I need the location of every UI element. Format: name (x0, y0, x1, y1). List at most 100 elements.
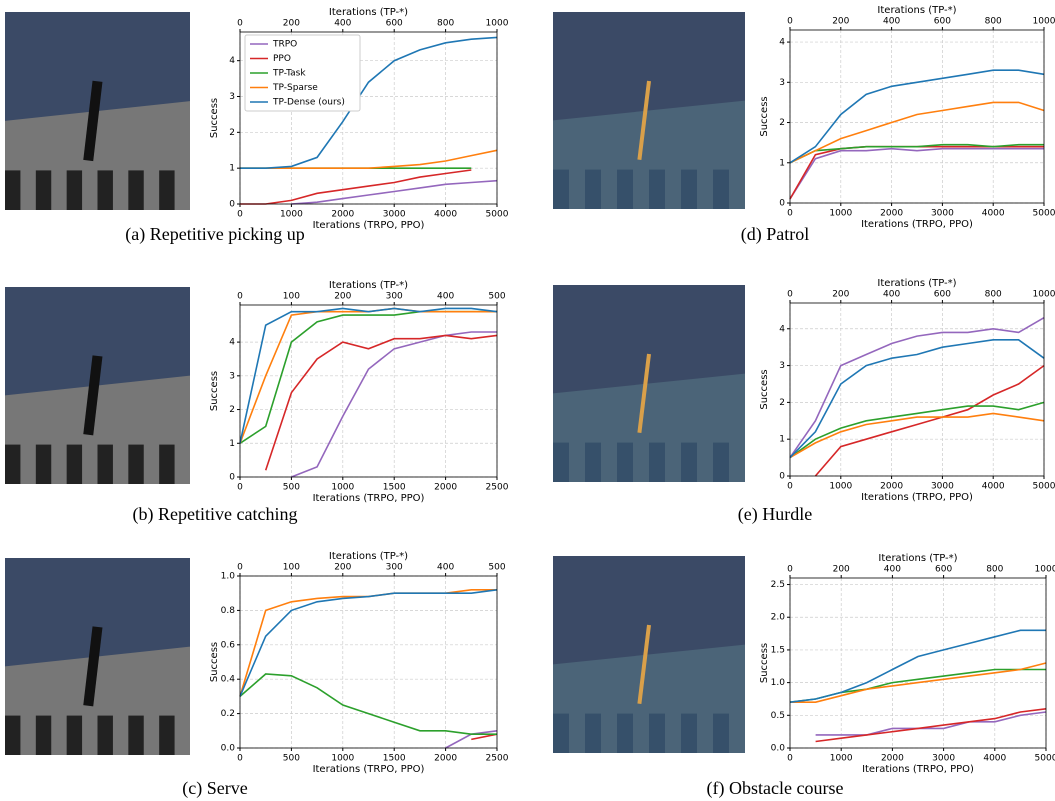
x-axis-label: Iterations (TRPO, PPO) (861, 492, 973, 503)
y-tick-label: 1 (229, 164, 235, 174)
x-tick-label: 0 (787, 482, 793, 492)
y-tick-label: 0 (779, 472, 785, 482)
y-tick-label: 2 (779, 398, 785, 408)
x2-tick-label: 800 (437, 19, 454, 29)
plot-frame (790, 578, 1046, 748)
x2-tick-label: 200 (833, 565, 850, 575)
x-tick-label: 4000 (983, 754, 1006, 764)
y-tick-label: 0.4 (221, 675, 236, 685)
x-tick-label: 1000 (830, 754, 853, 764)
y-tick-label: 1 (779, 435, 785, 445)
y-tick-label: 4 (229, 56, 235, 66)
x2-tick-label: 300 (386, 292, 403, 302)
scene-tile (159, 445, 174, 484)
scene-tile (36, 716, 51, 755)
x-tick-label: 1500 (383, 483, 406, 493)
x2-tick-label: 500 (488, 292, 505, 302)
y-axis-label: Success (209, 642, 220, 682)
scene-tile (159, 170, 174, 210)
caption: (f) Obstacle course (707, 778, 844, 799)
x2-tick-label: 100 (283, 563, 300, 573)
y-tick-label: 0 (229, 200, 235, 210)
x-tick-label: 5000 (486, 210, 509, 220)
series-line (240, 674, 497, 734)
y-tick-label: 0.8 (221, 606, 236, 616)
x2-tick-label: 200 (832, 290, 849, 300)
y-tick-label: 3 (779, 361, 785, 371)
y-tick-label: 3 (229, 92, 235, 102)
scene-tile (617, 170, 633, 209)
scene-tile (5, 445, 20, 484)
scene-tile (128, 445, 143, 484)
series-line (790, 149, 1044, 199)
series-line (790, 102, 1044, 162)
y-tick-label: 4 (779, 38, 785, 48)
x-tick-label: 1500 (383, 754, 406, 764)
y-tick-label: 2 (779, 118, 785, 128)
x-tick-label: 500 (283, 754, 300, 764)
scene-tile (585, 443, 601, 482)
caption: (d) Patrol (741, 224, 809, 245)
figure: (a) Repetitive picking up012340100020003… (0, 0, 1055, 801)
legend-label: TRPO (272, 40, 297, 50)
x2-tick-label: 200 (832, 17, 849, 27)
scene-tile (585, 714, 601, 753)
y-tick-label: 0 (229, 473, 235, 483)
x-tick-label: 4000 (434, 210, 457, 220)
x-tick-label: 0 (787, 209, 793, 219)
scene-tile (553, 170, 569, 209)
x-tick-label: 2500 (486, 754, 509, 764)
scene-tile (617, 443, 633, 482)
x-tick-label: 2500 (486, 483, 509, 493)
x-tick-label: 2000 (434, 754, 457, 764)
y-tick-label: 1 (229, 439, 235, 449)
scene-tile (713, 714, 729, 753)
x2-tick-label: 800 (985, 17, 1002, 27)
x-tick-label: 5000 (1035, 754, 1055, 764)
scene-tile (5, 170, 20, 210)
scene-tile (681, 170, 697, 209)
x2-tick-label: 0 (787, 17, 793, 27)
x2-tick-label: 600 (934, 17, 951, 27)
series-line (240, 308, 497, 443)
x-tick-label: 1000 (829, 482, 852, 492)
y-tick-label: 0 (779, 199, 785, 209)
y-tick-label: 1.0 (771, 678, 786, 688)
x-tick-label: 3000 (932, 754, 955, 764)
scene-tile (98, 170, 113, 210)
plot-frame (790, 30, 1044, 203)
x2-tick-label: 200 (283, 19, 300, 29)
scene-tile (553, 443, 569, 482)
x-axis-label: Iterations (TRPO, PPO) (313, 493, 425, 504)
x-tick-label: 4000 (982, 209, 1005, 219)
x2-tick-label: 400 (883, 17, 900, 27)
x2-axis-label: Iterations (TP-*) (329, 551, 408, 562)
y-tick-label: 3 (779, 78, 785, 88)
y-tick-label: 1.5 (771, 645, 785, 655)
y-tick-label: 1 (779, 158, 785, 168)
x-tick-label: 1000 (331, 754, 354, 764)
x-tick-label: 2000 (880, 482, 903, 492)
scene-tile (553, 714, 569, 753)
legend-label: TP-Task (272, 69, 306, 79)
x2-tick-label: 400 (884, 565, 901, 575)
x-tick-label: 3000 (383, 210, 406, 220)
x2-tick-label: 0 (787, 290, 793, 300)
x2-tick-label: 600 (935, 565, 952, 575)
x-tick-label: 5000 (1033, 209, 1055, 219)
x2-tick-label: 1000 (486, 19, 509, 29)
series-line (240, 590, 497, 697)
series-line (816, 709, 1046, 742)
series-line (240, 170, 471, 204)
scene-tile (681, 714, 697, 753)
y-axis-label: Success (209, 371, 220, 411)
caption: (b) Repetitive catching (133, 504, 298, 525)
y-tick-label: 3 (229, 371, 235, 381)
x2-tick-label: 800 (985, 290, 1002, 300)
scene-tile (128, 170, 143, 210)
series-line (240, 308, 497, 443)
x-tick-label: 4000 (982, 482, 1005, 492)
x2-tick-label: 0 (787, 565, 793, 575)
y-tick-label: 0.2 (221, 709, 235, 719)
x-tick-label: 0 (237, 754, 243, 764)
